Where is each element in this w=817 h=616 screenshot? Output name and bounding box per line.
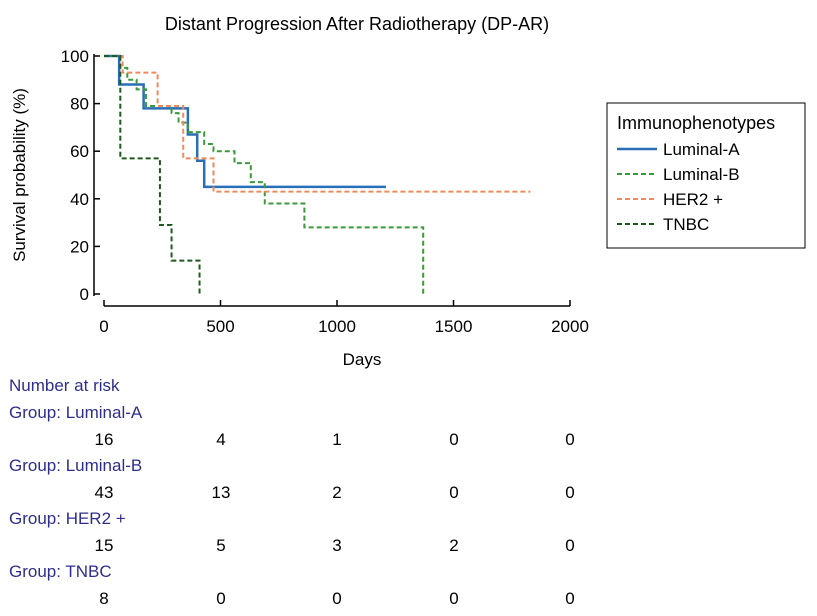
risk-table: Number at risk Group: Luminal-A16 4 1 0 0Gro… (9, 376, 575, 608)
y-ticks: 0 20 40 60 80 100 (61, 47, 100, 304)
legend-label: TNBC (663, 215, 709, 234)
legend-label: HER2 + (663, 190, 723, 209)
risk-group-label: Group: TNBC (9, 562, 112, 581)
chart-title: Distant Progression After Radiotherapy (… (165, 14, 549, 34)
risk-value: 16 (95, 430, 114, 449)
risk-value: 1 (332, 430, 341, 449)
risk-value: 43 (95, 483, 114, 502)
risk-value: 3 (332, 536, 341, 555)
x-tick-label: 1500 (435, 317, 473, 336)
y-tick-label: 0 (80, 285, 89, 304)
legend-box (606, 102, 806, 249)
risk-value: 4 (216, 430, 225, 449)
legend-label: Luminal-A (663, 140, 740, 159)
risk-table-header: Number at risk (9, 376, 120, 395)
legend-items: Luminal-A Luminal-B HER2 + TNBC (617, 140, 740, 234)
series-line-luminal-a (104, 54, 386, 189)
series-line-tnbc (104, 55, 201, 294)
risk-value: 0 (449, 430, 458, 449)
x-axis-label: Days (343, 350, 382, 369)
risk-group-label: Group: Luminal-B (9, 456, 142, 475)
series-line-luminal-b (104, 55, 425, 294)
risk-rows: Group: Luminal-A 16 4 1 0 0 Group: Luminal-B 43… (9, 403, 575, 608)
risk-group-label: Group: HER2 + (9, 509, 126, 528)
risk-value: 2 (449, 536, 458, 555)
y-axis-label: Survival probability (%) (10, 88, 29, 262)
risk-value: 13 (212, 483, 231, 502)
risk-value: 0 (565, 589, 574, 608)
risk-value: 15 (95, 536, 114, 555)
series-lines (104, 54, 531, 294)
x-tick-label: 0 (99, 317, 108, 336)
risk-value: 0 (565, 430, 574, 449)
x-tick-label: 500 (206, 317, 234, 336)
y-tick-label: 60 (70, 142, 89, 161)
legend-label: Luminal-B (663, 165, 740, 184)
risk-value: 5 (216, 536, 225, 555)
y-tick-label: 40 (70, 190, 89, 209)
risk-value: 0 (565, 483, 574, 502)
y-tick-label: 20 (70, 237, 89, 256)
series-line-her2 (104, 55, 531, 193)
risk-value: 0 (565, 536, 574, 555)
y-tick-label: 100 (61, 47, 89, 66)
y-tick-label: 80 (70, 95, 89, 114)
risk-value: 2 (332, 483, 341, 502)
risk-group-label: Group: Luminal-A (9, 403, 143, 422)
risk-value: 0 (449, 483, 458, 502)
x-tick-label: 2000 (551, 317, 589, 336)
x-tick-label: 1000 (318, 317, 356, 336)
risk-value: 0 (216, 589, 225, 608)
legend: Immunophenotypes Luminal-A Luminal-B HER2 … (606, 102, 806, 249)
x-ticks: 0 500 1000 1500 2000 (99, 300, 589, 336)
risk-value: 8 (99, 589, 108, 608)
risk-value: 0 (332, 589, 341, 608)
risk-value: 0 (449, 589, 458, 608)
legend-title: Immunophenotypes (617, 113, 775, 133)
axes: 0 20 40 60 80 100 0 500 1000 1500 2000 (61, 47, 589, 336)
